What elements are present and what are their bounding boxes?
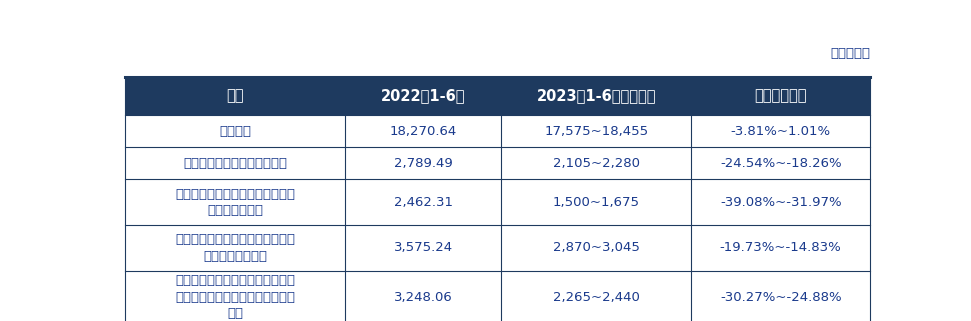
Text: -39.08%~-31.97%: -39.08%~-31.97%: [720, 196, 842, 209]
Bar: [125, 179, 870, 225]
Text: -24.54%~-18.26%: -24.54%~-18.26%: [720, 157, 842, 170]
Text: 18,270.64: 18,270.64: [389, 125, 456, 138]
Text: 1,500~1,675: 1,500~1,675: [552, 196, 640, 209]
Text: 2023年1-6月（预计）: 2023年1-6月（预计）: [537, 89, 656, 103]
Text: 同比变动比例: 同比变动比例: [754, 89, 807, 103]
Bar: [125, 115, 870, 147]
Text: 2,789.49: 2,789.49: [394, 157, 452, 170]
Text: 2,105~2,280: 2,105~2,280: [552, 157, 640, 170]
Text: 营业收入: 营业收入: [219, 125, 251, 138]
Bar: [125, 147, 870, 179]
Text: -30.27%~-24.88%: -30.27%~-24.88%: [720, 291, 842, 304]
Text: 3,575.24: 3,575.24: [393, 241, 452, 255]
Bar: [125, 271, 870, 321]
Text: 2,462.31: 2,462.31: [393, 196, 452, 209]
Text: 归属于母公司所有者的净利润: 归属于母公司所有者的净利润: [183, 157, 287, 170]
Text: 2,265~2,440: 2,265~2,440: [552, 291, 640, 304]
Text: 2,870~3,045: 2,870~3,045: [552, 241, 640, 255]
Text: 单位：万元: 单位：万元: [830, 47, 870, 59]
Text: 3,248.06: 3,248.06: [394, 291, 452, 304]
Text: 扣除非经常性损益后归属于母公司
所有者的净利润（剔除股份支付费
用）: 扣除非经常性损益后归属于母公司 所有者的净利润（剔除股份支付费 用）: [175, 274, 295, 320]
Text: 2022年1-6月: 2022年1-6月: [381, 89, 465, 103]
Bar: [125, 77, 870, 115]
Text: 17,575~18,455: 17,575~18,455: [545, 125, 649, 138]
Text: 归属于母公司所有者的净利润（剔
除股份支付费用）: 归属于母公司所有者的净利润（剔 除股份支付费用）: [175, 233, 295, 263]
Text: -3.81%~1.01%: -3.81%~1.01%: [730, 125, 831, 138]
Text: 项目: 项目: [226, 89, 244, 103]
Text: -19.73%~-14.83%: -19.73%~-14.83%: [720, 241, 842, 255]
Bar: [125, 225, 870, 271]
Text: 扣除非经常性损益后归属于母公司
所有者的净利润: 扣除非经常性损益后归属于母公司 所有者的净利润: [175, 187, 295, 217]
